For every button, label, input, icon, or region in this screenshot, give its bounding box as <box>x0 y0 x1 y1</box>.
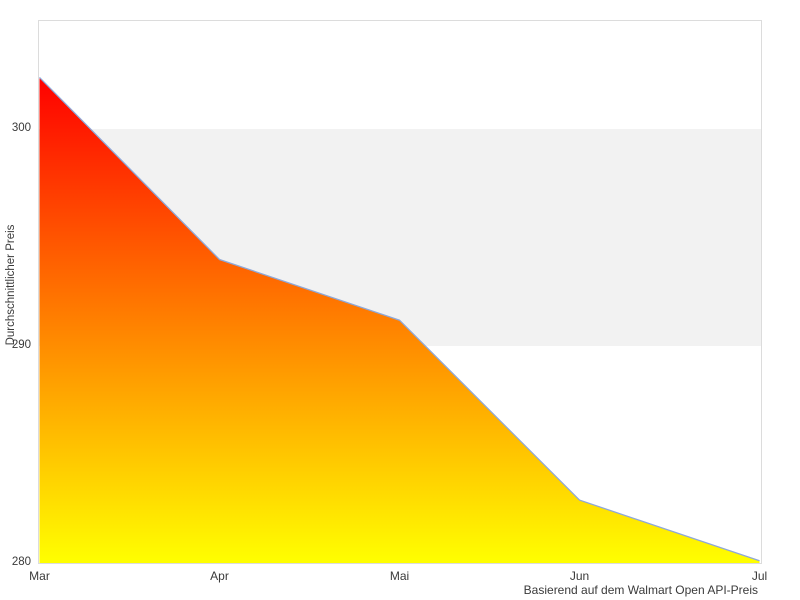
x-tick-label: Jul <box>751 569 768 583</box>
x-tick-label: Apr <box>210 569 229 583</box>
y-tick-label: 290 <box>11 338 31 351</box>
area-line <box>39 76 760 562</box>
y-tick-label: 300 <box>11 121 31 134</box>
area-series <box>39 76 760 563</box>
x-axis-caption: Basierend auf dem Walmart Open API-Preis <box>523 583 758 597</box>
x-tick-label: Mai <box>389 569 410 583</box>
y-axis-title: Durchschnittlicher Preis <box>5 224 17 346</box>
x-tick-label: Jun <box>569 569 590 583</box>
x-tick-label: Mar <box>29 569 50 583</box>
plot-area <box>38 20 762 564</box>
y-tick-label: 280 <box>11 555 31 568</box>
